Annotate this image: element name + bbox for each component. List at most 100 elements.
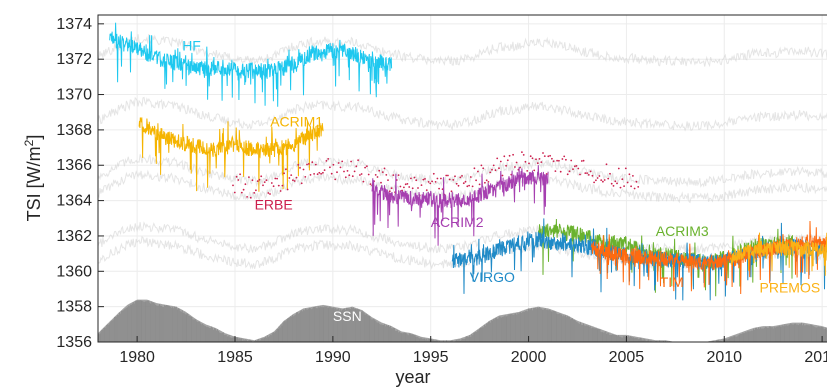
series-erbe-point [304,176,307,178]
series-erbe-point [499,160,502,163]
series-erbe-point [406,183,409,185]
series-erbe-point [320,172,322,175]
series-erbe-point [452,179,455,181]
series-erbe-point [492,164,495,167]
series-erbe-point [274,177,277,180]
series-erbe-point [591,174,594,177]
series-erbe-point [434,181,437,183]
series-erbe-point [457,184,460,187]
series-erbe-point [316,173,319,176]
series-erbe-point [256,180,259,183]
series-erbe-point [607,177,610,180]
series-erbe-point [325,160,328,162]
series-erbe-point [429,182,432,185]
series-erbe-point [366,165,368,168]
series-erbe-point [381,171,384,174]
series-erbe-point [503,155,506,158]
series-erbe-point [521,151,523,154]
y-tick-label: 1372 [56,51,92,68]
series-erbe-point [447,174,449,177]
series-erbe-point [330,172,333,175]
series-erbe-point [403,186,405,189]
series-erbe-point [565,158,567,161]
series-erbe-point [239,173,242,176]
series-erbe-point [283,172,285,175]
series-erbe-point [292,179,294,182]
x-axis-title: year [395,367,430,387]
series-erbe-point [635,180,638,183]
series-erbe-point [376,176,379,178]
y-axis-title-close: ] [24,135,44,140]
series-erbe-point [332,163,335,166]
series-erbe-point [322,171,324,174]
series-erbe-point [334,178,337,181]
x-tick-label: 2005 [609,349,645,366]
series-erbe-point [506,159,509,162]
series-erbe-point [404,183,407,186]
label-tim: TIM [660,274,684,290]
series-erbe-point [623,185,625,188]
series-erbe-point [237,179,240,181]
series-erbe-point [392,174,395,177]
series-erbe-point [267,192,270,194]
series-erbe-point [260,175,263,178]
series-erbe-point [533,169,536,172]
series-erbe-point [549,154,551,157]
label-acrim2: ACRIM2 [431,214,484,230]
series-erbe-point [477,170,479,173]
series-erbe-point [529,155,532,158]
series-erbe-point [258,178,261,181]
series-layer [109,22,827,301]
label-erbe: ERBE [255,196,293,212]
series-erbe-point [408,186,411,188]
series-erbe-point [411,187,414,190]
y-tick-label: 1360 [56,263,92,280]
series-erbe-point [246,196,249,198]
series-erbe-point [487,181,490,183]
series-erbe-point [610,182,613,185]
series-erbe-point [559,170,562,173]
series-erbe-point [617,167,620,170]
series-erbe-point [528,162,530,165]
series-erbe-point [251,179,254,182]
series-erbe-point [327,158,330,160]
series-erbe-point [307,163,310,165]
series-tim [590,220,827,295]
series-erbe-point [540,161,543,164]
series-erbe-point [277,184,280,187]
series-erbe-point [314,163,317,166]
series-erbe-point [603,179,606,181]
series-erbe-point [285,168,287,171]
ssn-layer [98,299,827,342]
series-erbe-point [440,177,442,180]
series-erbe-point [399,185,402,188]
series-erbe-point [505,164,507,167]
series-erbe-point [415,179,418,182]
series-erbe-point [573,165,576,168]
series-erbe-point [432,172,435,175]
series-erbe-point [450,190,453,193]
series-erbe-point [461,175,463,177]
series-erbe-point [491,168,493,171]
series-erbe-point [240,191,243,194]
series-erbe-point [438,187,440,190]
series-erbe-point [313,173,315,175]
label-premos: PREMOS [760,280,821,296]
series-erbe [232,151,640,199]
series-erbe-point [420,184,423,187]
series-erbe-point [323,169,326,172]
series-erbe-point [484,181,486,184]
x-tick-label: 2015 [804,349,827,366]
series-erbe-point [468,184,470,187]
series-erbe-point [445,174,448,177]
series-erbe-point [350,160,352,163]
series-erbe-point [554,170,557,173]
series-erbe-point [568,170,571,173]
series-erbe-point [626,181,629,184]
series-erbe-point [244,183,247,186]
label-virgo: VIRGO [470,269,515,285]
series-erbe-point [360,173,363,175]
series-erbe-point [346,170,349,172]
plot-area [98,22,827,342]
series-erbe-point [297,164,300,166]
